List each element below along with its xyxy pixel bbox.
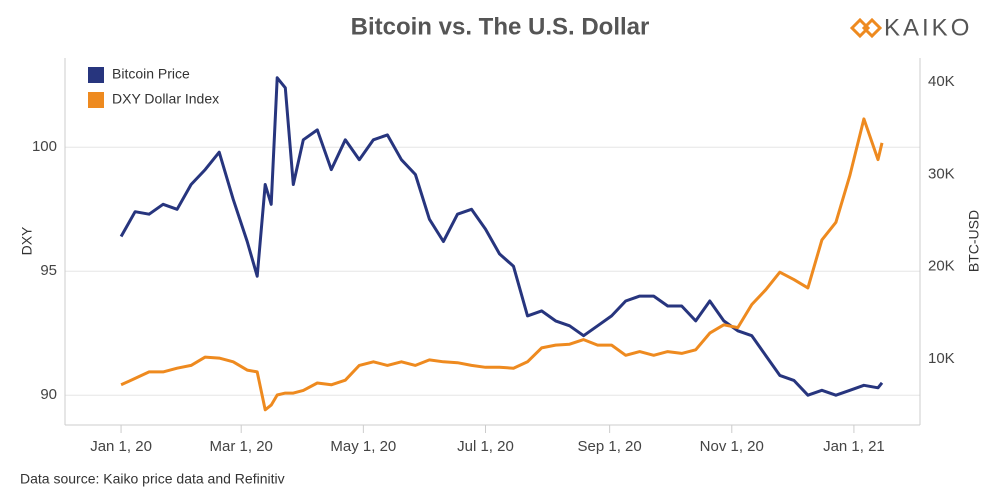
x-tick-label: Jan 1, 21: [823, 438, 885, 455]
x-tick-label: Jan 1, 20: [90, 438, 152, 455]
y-tick-label: 100: [32, 138, 57, 155]
source-note: Data source: Kaiko price data and Refini…: [20, 471, 285, 487]
legend-swatch: [88, 67, 104, 83]
x-tick-label: May 1, 20: [330, 438, 396, 455]
y-tick-label: 95: [40, 262, 57, 279]
x-tick-label: Sep 1, 20: [578, 438, 642, 455]
y2-tick-label: 40K: [928, 73, 955, 90]
y2-axis-label: BTC-USD: [966, 210, 982, 272]
legend-label: DXY Dollar Index: [112, 91, 219, 107]
x-tick-label: Mar 1, 20: [210, 438, 273, 455]
legend: Bitcoin Price DXY Dollar Index: [88, 66, 219, 108]
y2-tick-label: 30K: [928, 165, 955, 182]
y-axis-label: DXY: [19, 226, 35, 255]
y2-tick-label: 20K: [928, 258, 955, 275]
series-line: [120, 117, 884, 412]
y-tick-label: 90: [40, 386, 57, 403]
logo-icon: [849, 17, 883, 39]
logo: KAIKO: [849, 14, 972, 41]
x-tick-label: Jul 1, 20: [457, 438, 514, 455]
x-tick-label: Nov 1, 20: [700, 438, 764, 455]
legend-swatch: [88, 92, 104, 108]
logo-text: KAIKO: [884, 14, 972, 41]
y2-tick-label: 10K: [928, 350, 955, 367]
chart-title: Bitcoin vs. The U.S. Dollar: [351, 13, 650, 40]
legend-label: Bitcoin Price: [112, 66, 190, 82]
series-line: [119, 76, 884, 397]
